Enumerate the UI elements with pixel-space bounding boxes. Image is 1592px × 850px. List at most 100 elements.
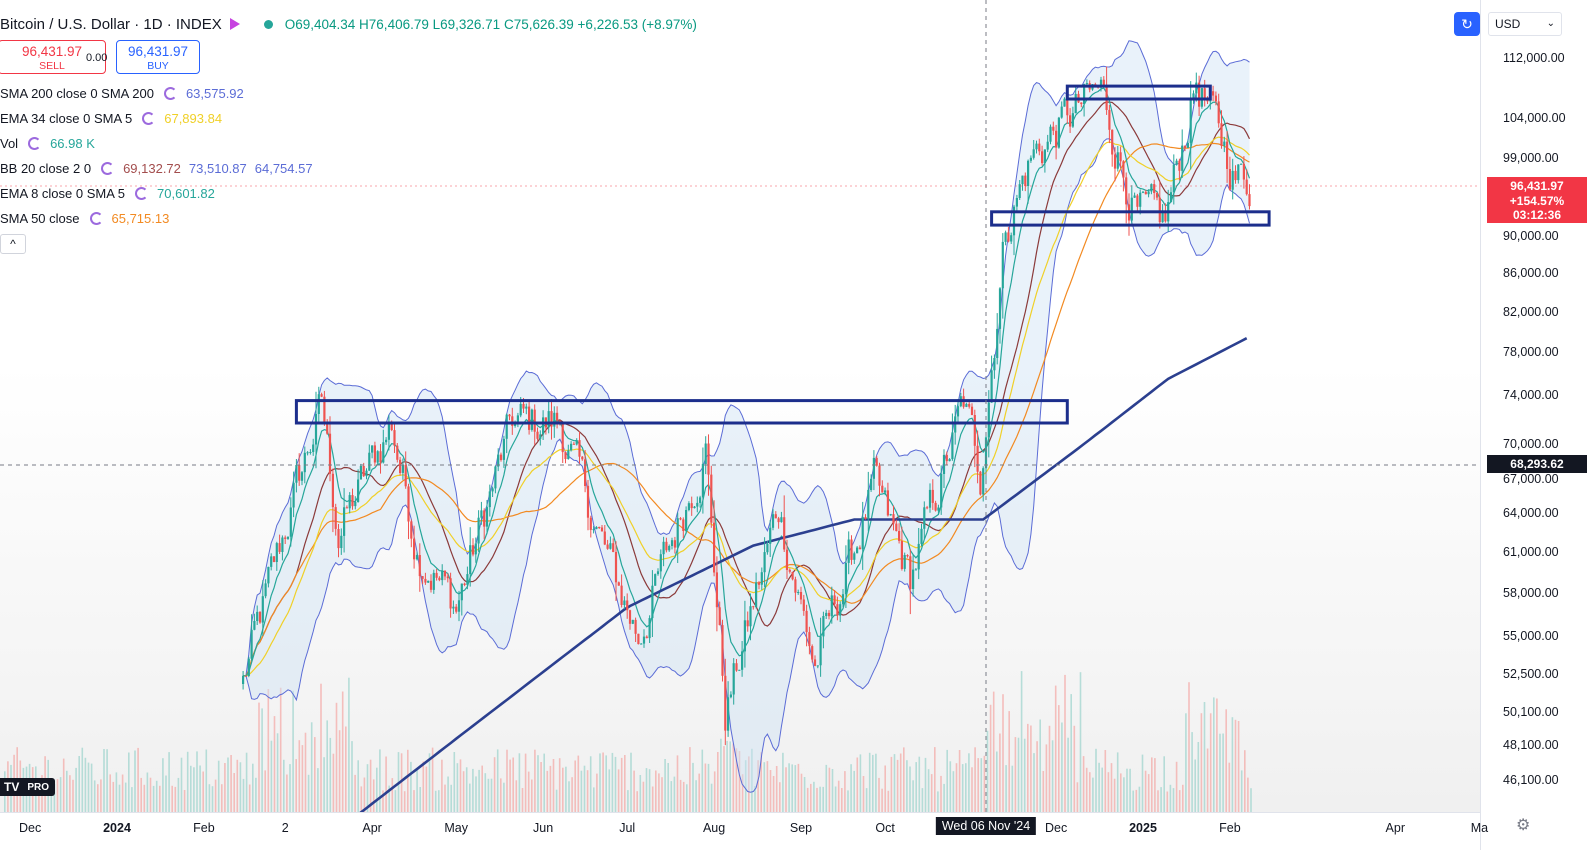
indicator-settings-icon[interactable] [101,161,115,175]
candle [1155,192,1159,201]
candle [499,452,503,462]
candle [1043,149,1046,173]
price-tick-label: 104,000.00 [1503,111,1566,126]
indicator-row[interactable]: SMA 200 close 0 SMA 200 63,575.92 [0,83,252,103]
volume-bar [196,751,198,812]
volume-bar [624,755,626,812]
tradingview-watermark[interactable]: TV PRO [0,778,56,796]
volume-bar [469,783,471,812]
volume-bar [1194,759,1196,812]
candle [774,511,777,519]
volume-bar [596,773,598,812]
candle [799,586,803,605]
volume-bar [357,760,359,812]
candle [471,538,475,557]
volume-bar [267,689,270,812]
volume-bar [797,763,800,812]
time-axis[interactable]: Dec 2024 Feb 2 Apr May Jun Jul Aug Sep Oct Wed 06 N… [0,812,1488,850]
candle [502,435,505,468]
volume-bar [741,774,744,812]
sync-icon[interactable]: ↻ [1454,12,1480,36]
candle [427,580,430,583]
candle [906,554,909,558]
volume-bar [81,747,84,812]
candle [284,535,287,544]
volume-bar [562,767,564,812]
volume-bar [304,732,307,812]
volume-bar [772,776,775,812]
candle [244,675,248,677]
candle [1214,91,1217,106]
volume-bar [906,760,908,812]
price-chart[interactable] [0,0,1480,812]
volume-bar [90,763,93,812]
candle [945,451,948,465]
bollinger-fill [243,40,1250,793]
candle [841,589,845,608]
support-resistance-zone[interactable] [990,210,1271,227]
indicator-value: 73,510.87 [188,160,247,176]
collapse-legend-button[interactable]: ^ [0,234,26,254]
indicator-value: 64,754.57 [254,160,313,176]
candle [348,492,351,514]
candle [1069,108,1072,133]
candle [404,451,407,489]
volume-bar [75,767,77,812]
volume-bar [974,747,976,812]
candle [581,456,584,461]
candle [1139,189,1142,215]
price-tick-label: 52,500.00 [1503,667,1559,682]
buy-button[interactable]: 96,431.97 BUY [116,40,200,74]
volume-bar [171,785,173,812]
volume-bar [537,755,539,812]
volume-bar [1008,711,1010,812]
volume-bar [720,738,722,812]
indicator-settings-icon[interactable] [135,186,149,200]
indicator-row[interactable]: Vol 66.98 K [0,133,103,153]
support-resistance-zone[interactable] [1065,84,1212,101]
indicator-row[interactable]: BB 20 close 2 0 69,132.72 73,510.87 64,754.… [0,158,321,178]
price-tick-label: 112,000.00 [1503,51,1565,65]
market-status-icon [263,19,273,29]
volume-bar [1089,772,1091,812]
candle [788,568,791,574]
candle [839,601,842,622]
volume-bar [1113,778,1116,812]
chart-area[interactable] [0,0,1480,812]
indicator-row[interactable]: SMA 50 close 65,715.13 [0,208,177,228]
candle [497,448,500,472]
candle [281,535,284,561]
indicator-row[interactable]: EMA 8 close 0 SMA 5 70,601.82 [0,183,223,203]
candle [931,479,934,510]
indicator-settings-icon[interactable] [89,211,103,225]
indicator-row[interactable]: EMA 34 close 0 SMA 5 67,893.84 [0,108,230,128]
volume-bar [704,763,707,812]
time-tick-label: Feb [1219,821,1241,835]
sell-button[interactable]: 96,431.97 SELL [0,40,106,74]
volume-bar [825,764,828,812]
currency-select[interactable]: USD ⌄ [1488,12,1562,36]
candle [351,488,354,510]
volume-bar [1228,762,1231,812]
indicator-settings-icon[interactable] [142,111,156,125]
candle [345,505,348,509]
volume-bar [803,777,806,812]
volume-bar [152,785,155,812]
support-resistance-zone[interactable] [294,399,1069,425]
candle [875,455,878,467]
candle [300,471,304,486]
candle [1052,121,1055,136]
flag-icon[interactable] [229,18,240,30]
volume-bar [744,760,747,812]
candle [556,406,559,429]
indicator-settings-icon[interactable] [163,86,177,100]
symbol-title[interactable]: Bitcoin / U.S. Dollar · 1D · INDEX [0,15,222,33]
indicator-settings-icon[interactable] [28,136,42,150]
candle [578,431,581,464]
volume-bar [53,784,56,812]
gear-icon[interactable]: ⚙ [1516,817,1531,834]
candle [1220,110,1223,149]
candle [942,449,946,488]
price-axis[interactable]: 112,000.00 104,000.00 99,000.00 90,000.00 86… [1480,0,1592,850]
volume-bar [698,773,700,812]
